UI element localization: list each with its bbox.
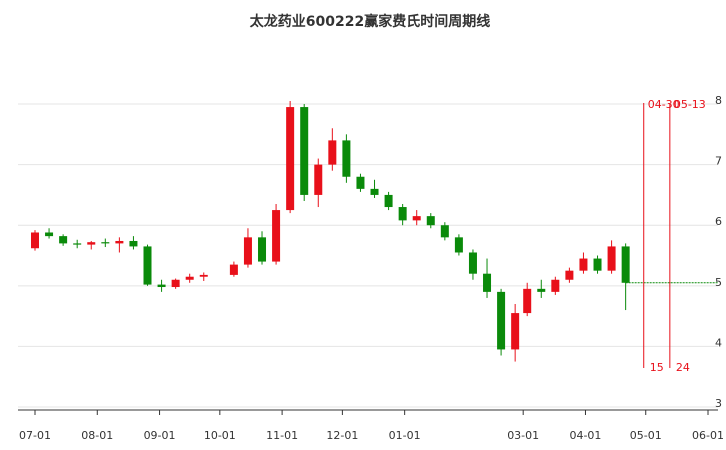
y-tick-label: 8 — [715, 94, 722, 107]
candle-body — [551, 279, 560, 292]
candle-body — [286, 107, 295, 211]
candle-body — [31, 232, 39, 249]
candle-body — [45, 232, 54, 237]
candle-body — [440, 225, 449, 238]
candle-body — [258, 237, 267, 262]
x-tick-label: 10-01 — [204, 429, 236, 442]
x-tick-label: 07-01 — [19, 429, 51, 442]
y-tick-label: 4 — [715, 336, 722, 349]
candle-body — [412, 216, 421, 221]
candle-body — [384, 194, 393, 208]
candle-body — [426, 216, 435, 226]
x-tick-label: 12-01 — [326, 429, 358, 442]
candle-body — [607, 246, 616, 271]
candle-body — [171, 279, 180, 288]
candle-body — [497, 291, 506, 350]
y-tick-label: 6 — [715, 215, 722, 228]
candle-body — [537, 288, 546, 292]
cycle-date: 05-13 — [674, 98, 706, 111]
x-tick-label: 08-01 — [81, 429, 113, 442]
x-tick-label: 09-01 — [144, 429, 176, 442]
candle-body — [454, 237, 463, 253]
candle-body — [243, 237, 252, 265]
candle-body — [87, 242, 96, 245]
y-tick-label: 7 — [715, 155, 722, 168]
y-tick-label: 5 — [715, 276, 722, 289]
candle-body — [523, 288, 532, 314]
candle-body — [272, 210, 281, 262]
candle-body — [565, 270, 574, 280]
candle-body — [468, 252, 477, 274]
x-tick-label: 03-01 — [507, 429, 539, 442]
candle-body — [398, 207, 407, 221]
candle-body — [185, 276, 194, 280]
candle-body — [593, 258, 602, 271]
x-tick-label: 11-01 — [266, 429, 298, 442]
chart-title: 太龙药业600222赢家费氏时间周期线 — [250, 13, 490, 30]
y-tick-label: 3 — [715, 397, 722, 410]
x-tick-label: 05-01 — [630, 429, 662, 442]
x-tick-label: 04-01 — [569, 429, 601, 442]
candle-body — [143, 246, 152, 285]
candle-body — [314, 164, 323, 195]
cycle-date: 04-30 — [648, 98, 680, 111]
candle-body — [73, 243, 82, 245]
candle-body — [300, 107, 309, 195]
candle-body — [157, 284, 166, 288]
candle-body — [483, 273, 492, 292]
x-tick-label: 01-01 — [389, 429, 421, 442]
cycle-count: 15 — [650, 361, 664, 374]
candle-body — [511, 313, 520, 350]
candle-body — [579, 258, 588, 271]
candle-body — [115, 240, 124, 244]
candle-body — [101, 242, 110, 244]
candle-body — [356, 176, 365, 189]
x-tick-label: 06-01 — [692, 429, 724, 442]
candle-body — [342, 140, 351, 177]
candle-body — [229, 264, 238, 275]
candle-body — [199, 274, 208, 277]
candle-body — [59, 236, 68, 244]
candle-body — [328, 140, 337, 165]
candle-body — [621, 246, 630, 283]
cycle-count: 24 — [676, 361, 690, 374]
candle-body — [370, 188, 379, 195]
candle-body — [129, 240, 138, 247]
